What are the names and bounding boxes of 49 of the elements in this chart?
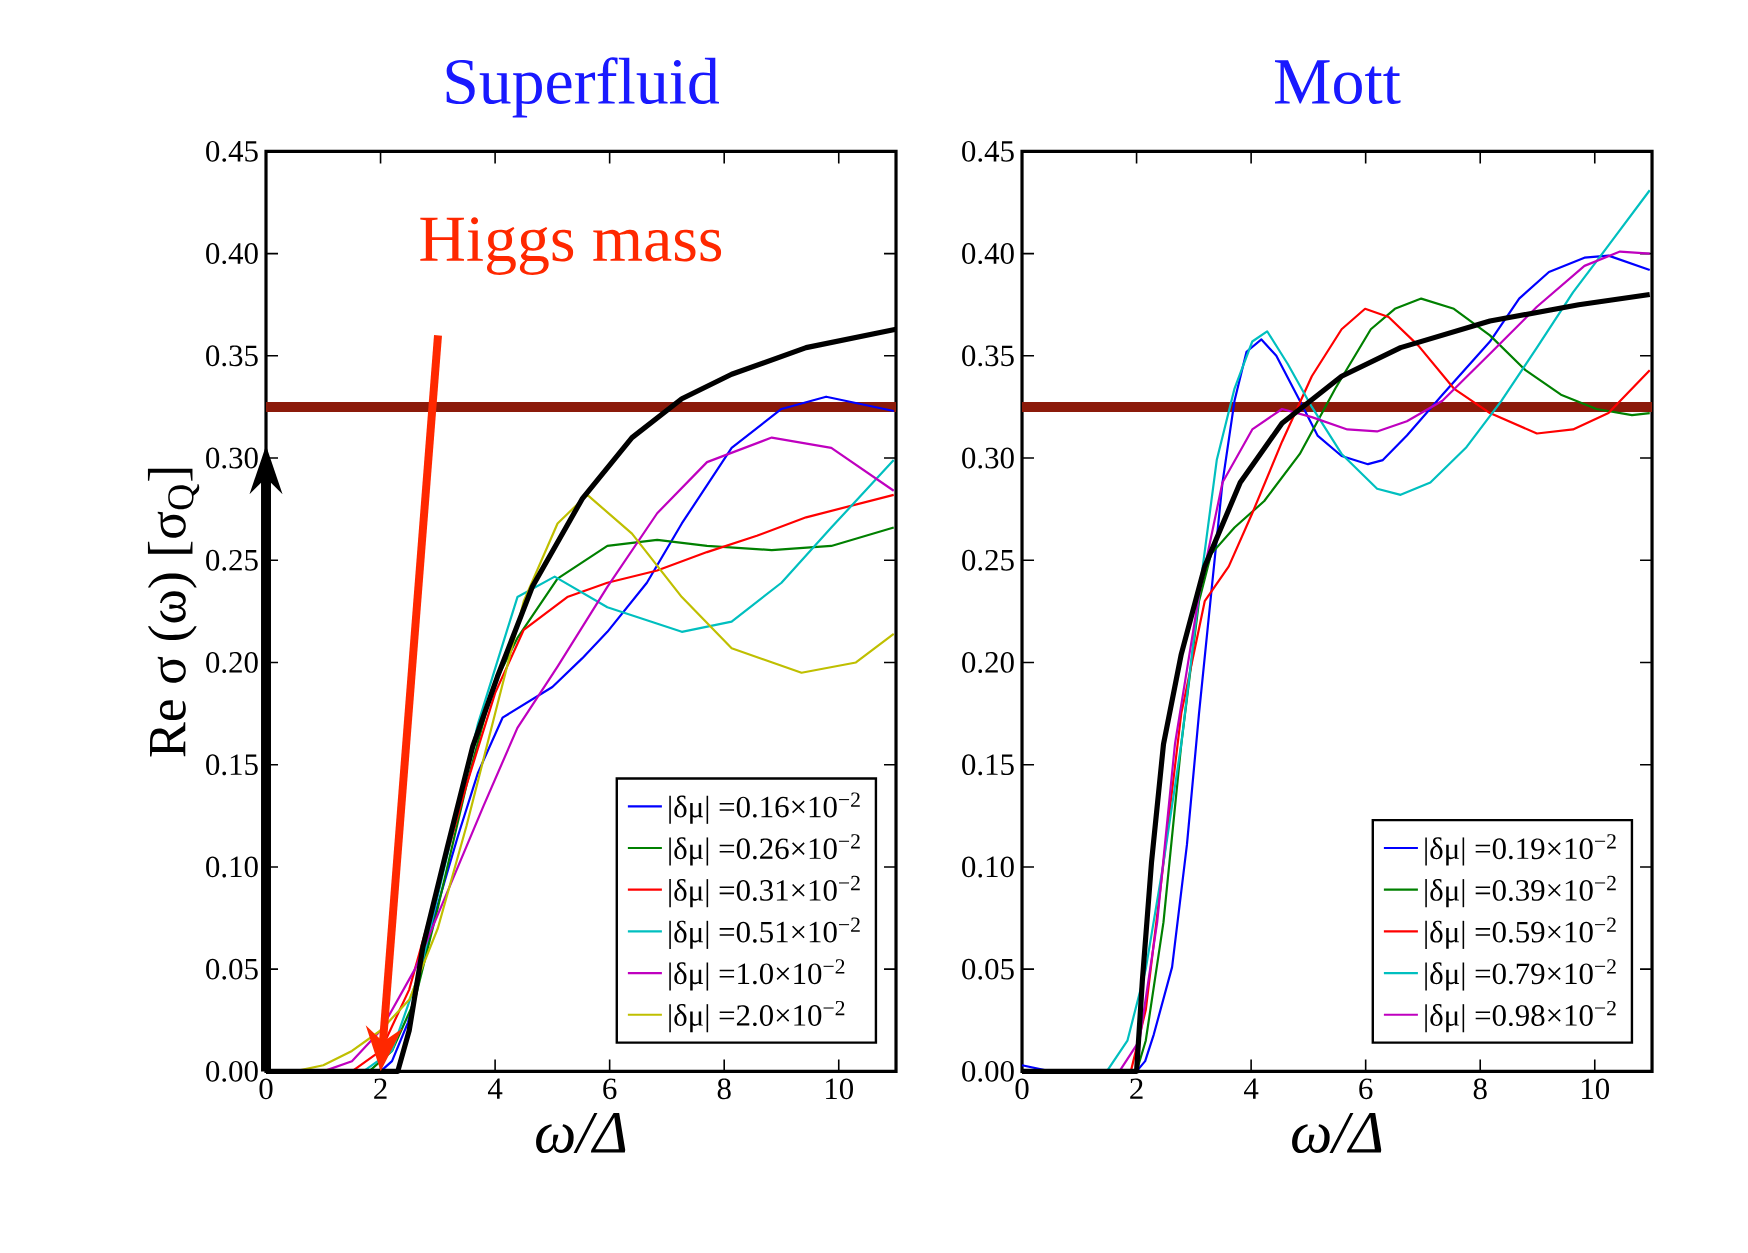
y-tick-label: 0.40	[962, 243, 1014, 265]
y-tick-label: 0.45	[206, 140, 258, 162]
x-tick-label: 8	[1473, 1078, 1487, 1100]
y-tick-label: 0.10	[206, 856, 258, 878]
x-tick-label: 4	[1243, 1078, 1259, 1099]
chart-title: Superfluid	[446, 57, 720, 118]
x-tick-label: 6	[1359, 1078, 1373, 1100]
y-tick-label: 0.15	[206, 754, 258, 776]
x-axis-title: ω/Δ	[536, 1112, 626, 1153]
y-tick-label: 0.00	[962, 1060, 1014, 1082]
x-tick-label: 2	[374, 1078, 387, 1099]
y-tick-label: 0.10	[962, 856, 1014, 878]
legend-label: |δμ| =0.79×10$^{−2}$	[1425, 959, 1616, 991]
x-tick-label: 8	[717, 1078, 731, 1100]
y-tick-label: 0.35	[206, 345, 258, 367]
x-tick-label: 10	[1582, 1078, 1610, 1100]
legend-label: |δμ| =2.0×10$^{−2}$	[669, 1000, 845, 1033]
x-tick-label: 6	[603, 1078, 617, 1100]
x-tick-label: 0	[1015, 1078, 1029, 1100]
y-tick-label: 0.30	[206, 447, 258, 469]
x-tick-label: 0	[259, 1078, 273, 1100]
x-tick-label: 10	[826, 1078, 853, 1100]
y-tick-label: 0.00	[206, 1060, 258, 1082]
x-axis-title: ω/Δ	[1292, 1112, 1382, 1153]
y-axis-title: Re σ (ω) [σ$_{Q}$]	[147, 468, 200, 757]
y-tick-label: 0.20	[206, 652, 258, 673]
x-tick-label: 2	[1130, 1078, 1143, 1099]
legend-label: |δμ| =0.98×10$^{−2}$	[1425, 1000, 1616, 1033]
annotation: Higgs mass	[420, 217, 722, 275]
y-tick-label: 0.30	[962, 447, 1014, 469]
y-tick-label: 0.05	[206, 958, 258, 980]
y-tick-label: 0.20	[962, 652, 1014, 673]
legend-label: |δμ| =0.16×10$^{−2}$	[669, 792, 860, 824]
y-tick-label: 0.25	[206, 549, 258, 571]
legend-label: |δμ| =0.26×10$^{−2}$	[669, 834, 860, 866]
legend-label: |δμ| =0.59×10$^{−2}$	[1425, 917, 1616, 949]
y-tick-label: 0.45	[962, 140, 1014, 162]
legend-label: |δμ| =0.31×10$^{−2}$	[669, 875, 860, 908]
y-tick-label: 0.25	[962, 549, 1014, 571]
legend-label: |δμ| =1.0×10$^{−2}$	[669, 959, 845, 991]
chart-title: Mott	[1274, 60, 1401, 105]
legend-label: |δμ| =0.51×10$^{−2}$	[669, 917, 860, 949]
y-tick-label: 0.40	[206, 243, 258, 265]
x-tick-label: 4	[487, 1078, 503, 1099]
legend-label: |δμ| =0.39×10$^{−2}$	[1425, 875, 1616, 908]
y-tick-label: 0.15	[962, 754, 1014, 776]
legend-label: |δμ| =0.19×10$^{−2}$	[1425, 834, 1616, 866]
y-tick-label: 0.35	[962, 345, 1014, 367]
y-tick-label: 0.05	[962, 958, 1014, 980]
